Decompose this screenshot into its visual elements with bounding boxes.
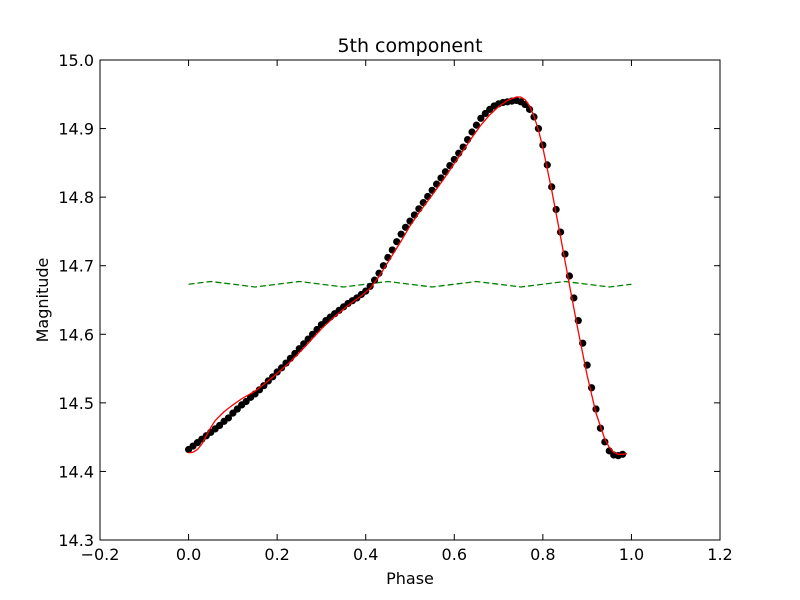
x-tick-label: 0.8 — [530, 545, 555, 564]
ticks-layer: −0.2 0.0 0.2 0.4 0.6 0.8 1.0 1.2 14.3 14.4 14.5 14.… — [58, 51, 732, 564]
data-point — [366, 282, 374, 290]
y-tick-label: 14.4 — [58, 462, 94, 481]
y-tick-label: 14.7 — [58, 257, 94, 276]
chart-title: 5th component — [337, 35, 482, 57]
data-point — [432, 180, 441, 188]
y-tick-label: 14.8 — [58, 188, 94, 207]
data-point — [401, 223, 410, 231]
data-point — [539, 141, 547, 149]
data-point — [437, 174, 445, 182]
series-layer — [184, 96, 632, 460]
x-tick-label: 0.6 — [442, 545, 467, 564]
x-axis-label: Phase — [386, 569, 434, 588]
plot-frame — [99, 59, 721, 541]
y-tick-label: 14.9 — [58, 120, 94, 139]
y-axis-label: Magnitude — [33, 258, 52, 343]
data-point — [561, 250, 569, 258]
plot-background — [100, 60, 720, 540]
x-tick-label: 0.4 — [353, 545, 378, 564]
data-point — [428, 186, 436, 194]
data-point — [375, 269, 383, 277]
data-point — [548, 183, 556, 191]
fit-curve-line — [188, 96, 628, 455]
data-point — [424, 192, 432, 201]
x-tick-label: −0.2 — [81, 545, 120, 564]
data-point — [397, 230, 405, 238]
y-tick-label: 14.3 — [58, 531, 94, 550]
data-point — [468, 128, 476, 136]
data-point — [552, 205, 560, 214]
y-tick-label: 15.0 — [58, 51, 94, 70]
data-point — [477, 114, 485, 122]
data-point — [472, 121, 481, 129]
data-point — [393, 238, 401, 246]
y-tick-label: 14.5 — [58, 394, 94, 413]
residual-dashed-line — [188, 280, 632, 288]
y-tick-label: 14.6 — [58, 325, 94, 344]
data-point — [282, 359, 290, 367]
data-point — [260, 382, 268, 390]
data-point — [224, 414, 233, 422]
x-tick-label: 0.0 — [176, 545, 201, 564]
x-tick-label: 1.2 — [707, 545, 732, 564]
x-tick-label: 1.0 — [619, 545, 644, 564]
data-point — [277, 364, 286, 372]
x-tick-label: 0.2 — [264, 545, 289, 564]
data-point — [370, 276, 379, 284]
